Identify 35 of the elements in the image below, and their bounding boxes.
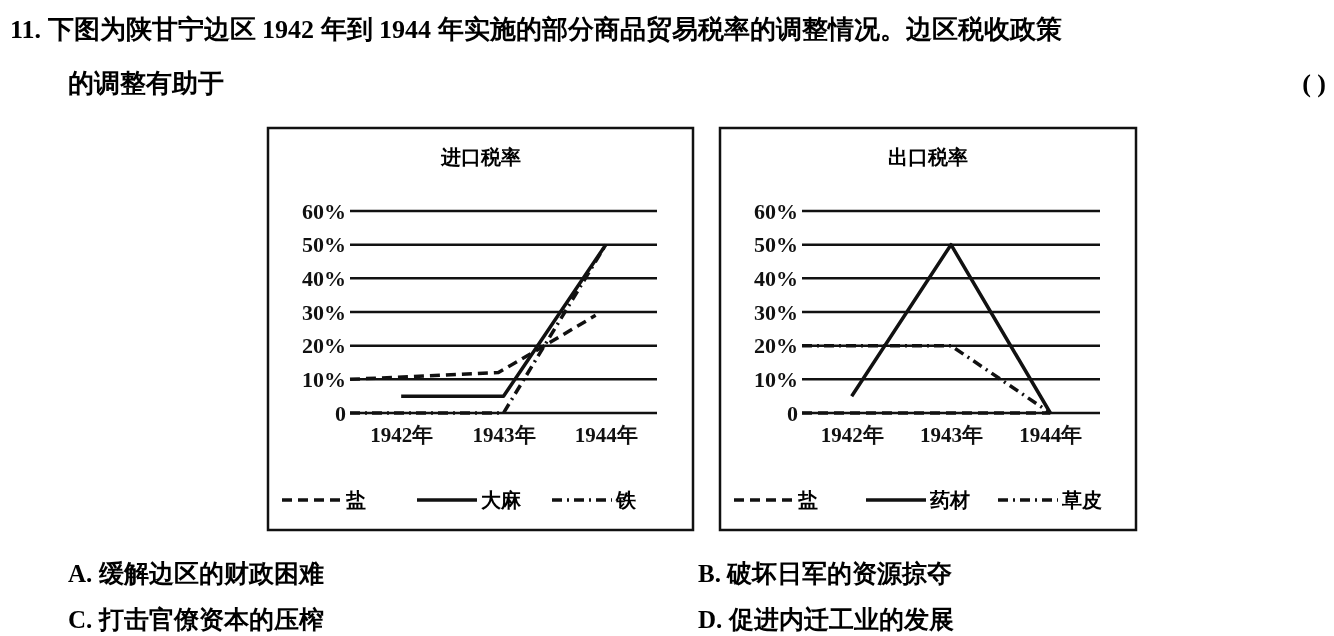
text: 的调整有助于 bbox=[68, 69, 224, 98]
y-tick-label: 50% bbox=[754, 232, 798, 258]
y-tick-label: 40% bbox=[754, 265, 798, 291]
x-tick-label: 1944年 bbox=[1019, 422, 1083, 447]
legend-label: 盐 bbox=[797, 489, 818, 511]
text: B. 破坏日军的资源掠夺 bbox=[698, 560, 953, 587]
y-tick-label: 60% bbox=[302, 198, 346, 224]
legend-label: 铁 bbox=[615, 489, 637, 511]
y-tick-label: 60% bbox=[754, 198, 798, 224]
chart-title: 出口税率 bbox=[888, 146, 968, 168]
legend-label: 大麻 bbox=[481, 489, 522, 511]
y-tick-label: 10% bbox=[302, 366, 346, 392]
x-tick-label: 1942年 bbox=[820, 422, 884, 447]
x-tick-label: 1944年 bbox=[574, 422, 638, 447]
y-tick-label: 40% bbox=[302, 265, 346, 291]
x-tick-label: 1942年 bbox=[370, 422, 434, 447]
x-tick-label: 1943年 bbox=[472, 422, 536, 447]
legend-label: 草皮 bbox=[1061, 489, 1102, 511]
text: C. 打击官僚资本的压榨 bbox=[68, 606, 324, 633]
y-tick-label: 0 bbox=[335, 400, 346, 426]
x-tick-label: 1943年 bbox=[920, 422, 983, 447]
y-tick-label: 20% bbox=[302, 333, 346, 359]
legend-label: 药材 bbox=[929, 489, 970, 511]
legend-label: 盐 bbox=[345, 489, 366, 511]
y-tick-label: 20% bbox=[754, 333, 798, 359]
text: ( ) bbox=[1302, 69, 1326, 98]
y-tick-label: 50% bbox=[302, 232, 346, 258]
y-tick-label: 0 bbox=[787, 400, 798, 426]
text: D. 促进内迁工业的发展 bbox=[698, 606, 954, 633]
y-tick-label: 30% bbox=[302, 299, 346, 325]
text: 11. 下图为陕甘宁边区 1942 年到 1944 年实施的部分商品贸易税率的调整情况。边区税收政策 bbox=[10, 15, 1062, 44]
y-tick-label: 30% bbox=[754, 299, 798, 325]
text: A. 缓解边区的财政困难 bbox=[68, 560, 324, 587]
y-tick-label: 10% bbox=[754, 366, 798, 392]
chart-title: 进口税率 bbox=[439, 146, 521, 168]
